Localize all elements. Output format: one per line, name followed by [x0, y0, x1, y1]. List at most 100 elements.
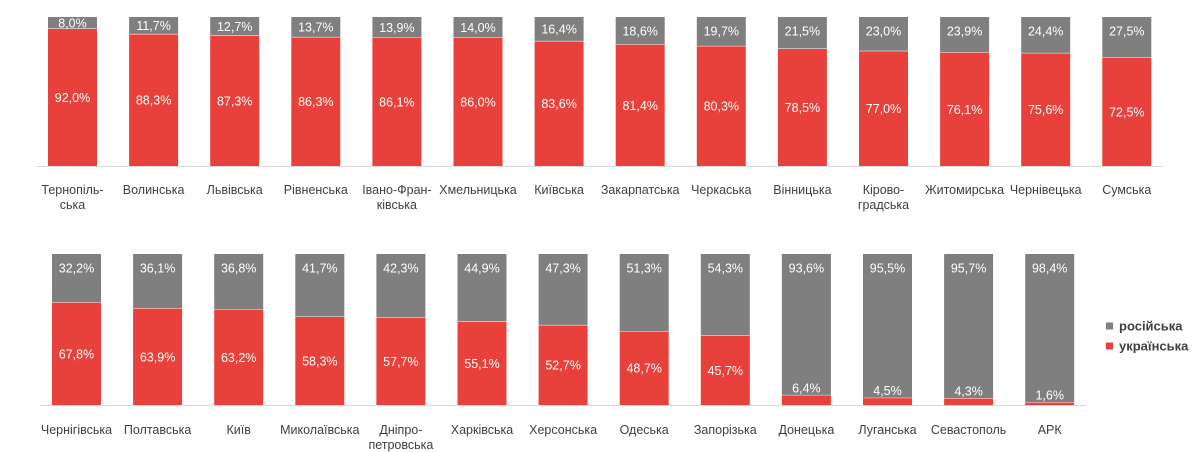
category-label: Миколаївська — [280, 423, 359, 437]
data-label-ukrainian: 6,4% — [792, 381, 821, 395]
bar-segment-russian — [214, 254, 264, 310]
data-label-russian: 47,3% — [545, 262, 580, 276]
bar-segment-russian — [859, 17, 908, 52]
data-label-ukrainian: 67,8% — [59, 347, 94, 361]
bar-segment-russian — [457, 254, 507, 322]
data-label-ukrainian: 72,5% — [1109, 105, 1144, 119]
bar-segment-russian — [619, 254, 669, 332]
chart-panels: 8,0% 92,0% Тернопіль-ська 11,7% 88,3% Волинсь… — [36, 16, 1164, 452]
category-label: Чернівецька — [1010, 183, 1082, 197]
category-label: Вінницька — [773, 183, 831, 197]
bar-segment-ukrainian — [619, 331, 669, 405]
category-label: ківська — [377, 198, 417, 212]
category-label: Чернігівська — [41, 423, 112, 437]
data-label-russian: 18,6% — [622, 24, 657, 38]
data-label-russian: 14,0% — [460, 21, 495, 35]
bar-segment-ukrainian — [295, 316, 345, 405]
category-label: Рівненська — [284, 183, 348, 197]
bar-segment-russian — [538, 254, 588, 326]
bar-segment-ukrainian — [129, 34, 179, 166]
bar-segment-russian — [940, 17, 990, 53]
data-label-russian: 16,4% — [541, 23, 576, 37]
data-label-ukrainian: 77,0% — [866, 102, 901, 116]
bar-segment-russian — [1021, 17, 1071, 54]
bar-segment-russian — [295, 254, 345, 317]
data-label-ukrainian: 86,3% — [298, 95, 333, 109]
category-label: Івано-Фран- — [362, 183, 431, 197]
bar-segment-russian — [777, 17, 827, 50]
data-label-ukrainian: 1,6% — [1035, 389, 1064, 403]
bar-segment-russian — [291, 17, 341, 38]
data-label-ukrainian: 86,1% — [379, 95, 414, 109]
bar-segment-ukrainian — [534, 41, 584, 166]
category-label: Київська — [534, 183, 584, 197]
bar-segment-ukrainian — [453, 37, 503, 166]
legend-label-russian: російська — [1119, 319, 1183, 334]
bar-segment-ukrainian — [863, 398, 912, 405]
bar-segment-ukrainian — [944, 398, 994, 405]
data-label-ukrainian: 48,7% — [626, 362, 661, 376]
data-label-russian: 21,5% — [785, 25, 820, 39]
bar-segment-russian — [863, 254, 912, 399]
data-label-ukrainian: 58,3% — [302, 354, 337, 368]
category-label: Київ — [227, 423, 252, 437]
category-label: градська — [858, 198, 909, 212]
bar-segment-ukrainian — [777, 49, 827, 166]
category-label: Полтавська — [124, 423, 191, 437]
bar-segment-russian — [700, 254, 750, 336]
data-label-russian: 42,3% — [383, 262, 418, 276]
bar-segment-ukrainian — [457, 321, 507, 405]
bar-segment-ukrainian — [210, 35, 260, 166]
bar-segment-russian — [944, 254, 994, 399]
category-label: Дніпро- — [379, 423, 422, 437]
bar-segment-russian — [372, 17, 422, 38]
category-label: АРК — [1038, 423, 1063, 437]
data-label-ukrainian: 86,0% — [460, 95, 495, 109]
category-label: Хмельницька — [439, 183, 517, 197]
bar-segment-ukrainian — [781, 395, 831, 405]
bar-segment-russian — [696, 17, 746, 47]
data-label-ukrainian: 76,1% — [947, 103, 982, 117]
bar-segment-ukrainian — [615, 44, 665, 166]
data-label-russian: 19,7% — [704, 25, 739, 39]
data-label-ukrainian: 4,3% — [954, 385, 983, 399]
data-label-ukrainian: 52,7% — [545, 359, 580, 373]
data-label-russian: 36,1% — [140, 262, 175, 276]
category-label: Одеська — [620, 423, 669, 437]
data-label-russian: 51,3% — [626, 262, 661, 276]
category-label: Черкаська — [691, 183, 751, 197]
data-label-russian: 54,3% — [708, 262, 743, 276]
category-label: Харківська — [451, 423, 513, 437]
data-label-ukrainian: 92,0% — [55, 91, 90, 105]
bar-segment-ukrainian — [291, 37, 341, 167]
bar-segment-ukrainian — [696, 46, 746, 167]
data-label-ukrainian: 83,6% — [541, 97, 576, 111]
bar-segment-russian — [1025, 254, 1075, 403]
chart-panel-1: 8,0% 92,0% Тернопіль-ська 11,7% 88,3% Волинсь… — [36, 16, 1164, 212]
data-label-russian: 23,0% — [866, 25, 901, 39]
data-label-russian: 13,9% — [379, 21, 414, 35]
data-label-ukrainian: 88,3% — [136, 94, 171, 108]
bar-segment-ukrainian — [48, 28, 97, 167]
chart-panel-2: 32,2% 67,8% Чернігівська 36,1% 63,9% Полтавсь… — [40, 254, 1087, 452]
data-label-russian: 11,7% — [136, 19, 171, 33]
data-label-russian: 41,7% — [302, 262, 337, 276]
data-label-russian: 27,5% — [1109, 25, 1144, 39]
bar-segment-ukrainian — [376, 317, 426, 405]
bar-segment-ukrainian — [214, 309, 264, 405]
category-label: Запорізька — [694, 423, 757, 437]
bar-segment-russian — [48, 17, 97, 29]
data-label-russian: 8,0% — [58, 16, 87, 30]
category-label: петровська — [368, 438, 433, 452]
data-label-ukrainian: 55,1% — [464, 357, 499, 371]
data-label-russian: 36,8% — [221, 262, 256, 276]
category-label: Севастополь — [931, 423, 1006, 437]
category-label: Херсонська — [529, 423, 597, 437]
data-label-ukrainian: 81,4% — [622, 99, 657, 113]
data-label-ukrainian: 63,9% — [140, 350, 175, 364]
legend-swatch-russian — [1106, 322, 1113, 330]
bar-segment-ukrainian — [372, 37, 422, 166]
bar-segment-ukrainian — [1102, 57, 1152, 166]
bar-segment-ukrainian — [940, 52, 990, 166]
